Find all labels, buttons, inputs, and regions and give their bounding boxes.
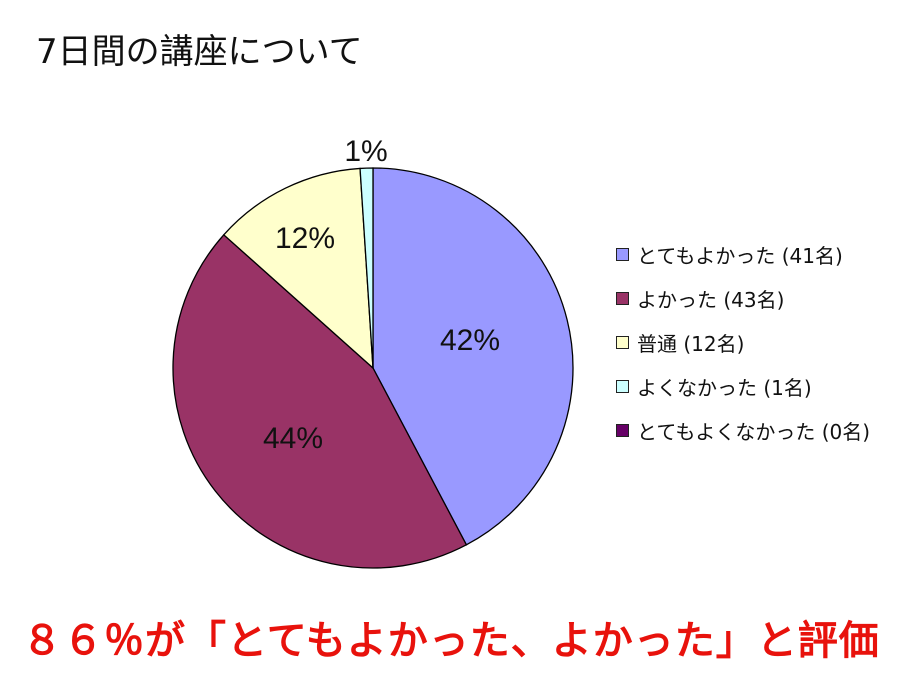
legend-label: 普通 (12名) [637,331,745,356]
legend-label: とてもよくなかった (0名) [637,419,871,444]
summary-headline: ８６％が「とてもよかった、よかった」と評価 [22,618,880,664]
slice-percent-label: 12% [275,222,335,255]
legend-swatch-icon [616,247,629,261]
legend-swatch-icon [616,291,629,305]
slice-percent-label: 42% [440,324,500,357]
legend-swatch-icon [616,423,629,437]
legend-label: よかった (43名) [637,287,785,312]
pie-slice [372,167,574,546]
slice-percent-label: 1% [344,135,387,168]
pie-slice [172,233,468,569]
legend-label: とてもよかった (41名) [637,243,843,268]
slice-percent-label: 44% [263,422,323,455]
legend-item-average: 普通 (12名) [616,320,870,364]
chart-legend: とてもよかった (41名) よかった (43名) 普通 (12名) よくなかった… [616,232,870,452]
chart-title: 7日間の講座について [36,32,363,72]
legend-swatch-icon [616,379,629,393]
legend-label: よくなかった (1名) [637,375,812,400]
legend-swatch-icon [616,335,629,349]
legend-item-very-good: とてもよかった (41名) [616,232,870,276]
pie-slice [222,167,374,370]
legend-item-very-bad: とてもよくなかった (0名) [616,408,870,452]
legend-item-good: よかった (43名) [616,276,870,320]
pie-slice [359,167,374,369]
legend-item-bad: よくなかった (1名) [616,364,870,408]
